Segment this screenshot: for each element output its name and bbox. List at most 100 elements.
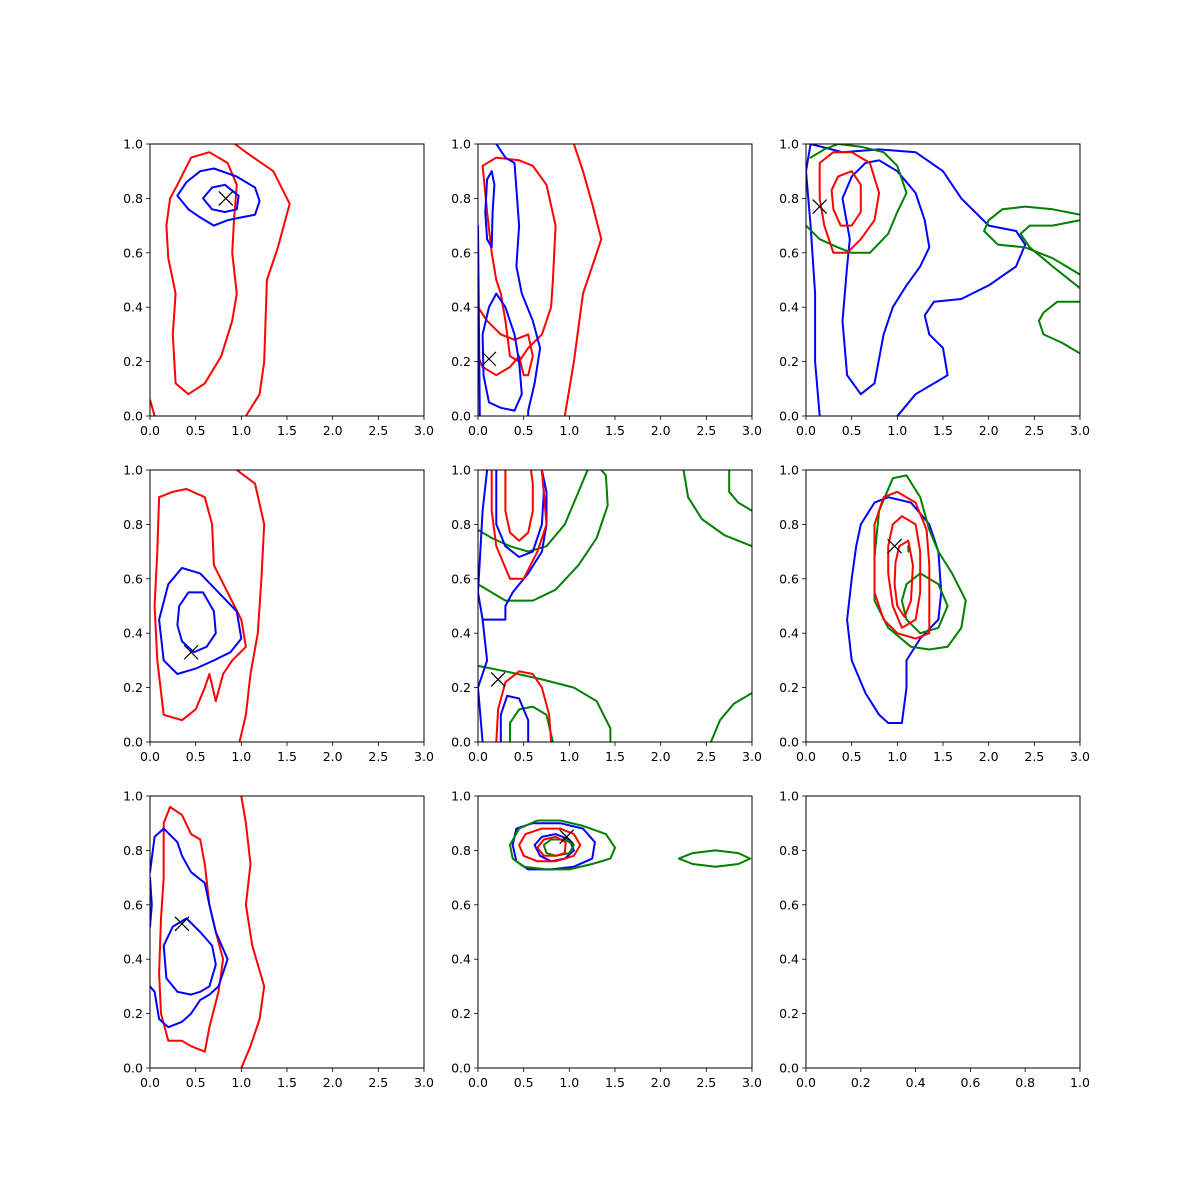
y-tick-label: 0.0 (779, 735, 799, 750)
contour-line (150, 398, 156, 416)
contour-line (481, 292, 523, 412)
contour-line (806, 144, 908, 254)
contour-line (728, 470, 752, 512)
contour-line (677, 849, 752, 868)
y-tick-label: 1.0 (123, 463, 143, 478)
x-tick-label: 0.5 (186, 1075, 206, 1090)
x-tick-label: 2.5 (368, 423, 388, 438)
x-marker (887, 538, 903, 554)
x-tick-label: 0.4 (906, 1075, 926, 1090)
y-tick-label: 0.4 (779, 300, 799, 315)
y-tick-label: 0.6 (779, 897, 799, 912)
y-tick-label: 0.8 (451, 843, 471, 858)
x-tick-label: 0.5 (842, 749, 862, 764)
contour-line (809, 144, 1027, 416)
subplot-3-1: 0.0 0.5 1.0 1.5 2.0 2.5 3.0 0.0 0.2 0.4 0.6 0.8 1.0 (123, 789, 434, 1091)
contour-line (536, 835, 567, 857)
y-tick-label: 0.8 (451, 517, 471, 532)
x-tick-label: 0.0 (468, 749, 488, 764)
contour-line (150, 827, 229, 1029)
subplot-3-2: 0.0 0.5 1.0 1.5 2.0 2.5 3.0 0.0 0.2 0.4 0.6 0.8 1.0 (451, 789, 762, 1091)
x-tick-label: 0.0 (796, 423, 816, 438)
x-tick-label: 1.0 (559, 423, 579, 438)
plot-area (150, 796, 266, 1068)
x-tick-label: 2.0 (651, 1075, 671, 1090)
x-tick-label: 0.0 (140, 749, 160, 764)
y-tick-label: 0.8 (779, 843, 799, 858)
y-tick-label: 0.0 (779, 1061, 799, 1076)
y-tick-label: 0.2 (123, 1006, 143, 1021)
y-tick-label: 1.0 (123, 137, 143, 152)
contour-line (478, 306, 534, 377)
contour-line (873, 490, 931, 640)
x-tick-label: 1.0 (231, 1075, 251, 1090)
contour-line (165, 151, 238, 396)
x-tick-label: 2.0 (979, 423, 999, 438)
contour-line (806, 144, 821, 416)
y-tick-label: 0.8 (123, 843, 143, 858)
contour-line (235, 470, 266, 742)
x-tick-label: 2.0 (651, 423, 671, 438)
y-tick-label: 1.0 (779, 789, 799, 804)
x-tick-label: 0.2 (851, 1075, 871, 1090)
y-tick-label: 0.6 (451, 245, 471, 260)
y-tick-label: 0.8 (451, 191, 471, 206)
contour-line (709, 692, 752, 742)
axes-frame (805, 469, 1081, 743)
plot-area (846, 474, 967, 724)
y-tick-label: 0.4 (779, 626, 799, 641)
y-tick-label: 0.0 (779, 409, 799, 424)
x-tick-label: 0.5 (514, 1075, 534, 1090)
plot-area (153, 470, 266, 742)
contour-line (983, 219, 1080, 276)
contour-line (1019, 219, 1080, 290)
x-tick-label: 2.5 (696, 1075, 716, 1090)
x-tick-label: 2.0 (323, 749, 343, 764)
contour-line (495, 670, 553, 742)
y-tick-label: 0.2 (779, 680, 799, 695)
x-tick-label: 0.8 (1015, 1075, 1035, 1090)
x-tick-label: 2.5 (368, 1075, 388, 1090)
y-tick-label: 0.6 (779, 571, 799, 586)
subplot-2-3: 0.0 0.5 1.0 1.5 2.0 2.5 3.0 0.0 0.2 0.4 0.6 0.8 1.0 (779, 463, 1090, 765)
y-tick-label: 0.2 (451, 680, 471, 695)
x-tick-label: 3.0 (742, 1075, 762, 1090)
contour-line (504, 470, 534, 542)
x-tick-label: 3.0 (742, 749, 762, 764)
contour-line (478, 664, 612, 742)
contour-line (176, 591, 217, 654)
contour-line (481, 156, 557, 363)
x-tick-label: 3.0 (1070, 423, 1090, 438)
y-tick-label: 0.0 (123, 409, 143, 424)
subplot-2-2: 0.0 0.5 1.0 1.5 2.0 2.5 3.0 0.0 0.2 0.4 0.6 0.8 1.0 (451, 463, 762, 765)
contour-line (542, 838, 575, 857)
contour-line (818, 151, 881, 254)
contour-line (987, 205, 1080, 222)
y-tick-label: 0.4 (779, 952, 799, 967)
y-tick-label: 0.4 (451, 626, 471, 641)
contour-line (158, 805, 225, 1053)
x-tick-label: 1.0 (231, 749, 251, 764)
y-tick-label: 0.2 (123, 680, 143, 695)
axes-frame (477, 469, 753, 743)
axes-frame (805, 795, 1081, 1069)
x-tick-label: 1.5 (277, 423, 297, 438)
y-tick-label: 0.8 (779, 191, 799, 206)
x-tick-label: 1.0 (887, 749, 907, 764)
x-tick-label: 0.0 (140, 1075, 160, 1090)
y-tick-label: 0.0 (451, 1061, 471, 1076)
x-tick-label: 3.0 (1070, 749, 1090, 764)
x-tick-label: 1.5 (933, 749, 953, 764)
y-tick-label: 0.8 (123, 517, 143, 532)
x-tick-label: 0.0 (140, 423, 160, 438)
contour-line (176, 167, 261, 227)
subplot-2-1: 0.0 0.5 1.0 1.5 2.0 2.5 3.0 0.0 0.2 0.4 0.6 0.8 1.0 (123, 463, 434, 765)
x-tick-label: 2.0 (651, 749, 671, 764)
x-tick-label: 0.5 (186, 749, 206, 764)
y-tick-label: 0.6 (123, 571, 143, 586)
x-marker (812, 199, 828, 214)
y-tick-label: 0.6 (123, 897, 143, 912)
y-tick-label: 0.4 (123, 626, 143, 641)
contour-line (846, 496, 943, 724)
subplot-1-2: 0.0 0.5 1.0 1.5 2.0 2.5 3.0 0.0 0.2 0.4 0.6 0.8 1.0 (451, 137, 762, 439)
